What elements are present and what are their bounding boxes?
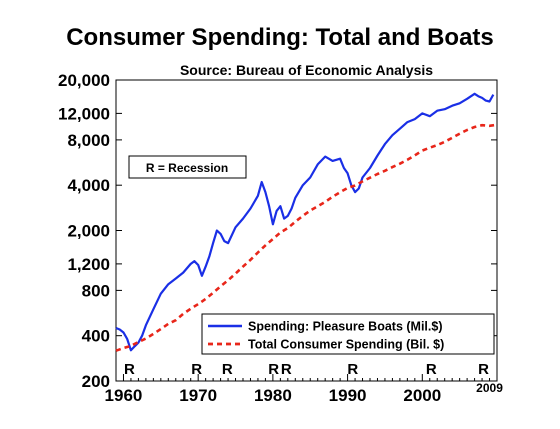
y-tick-label: 400	[82, 327, 110, 346]
y-tick-label: 8,000	[67, 131, 110, 150]
x-end-label: 2009	[476, 381, 503, 395]
recession-marker: R	[191, 361, 202, 378]
y-tick-label: 20,000	[58, 71, 110, 90]
chart-subtitle: Source: Bureau of Economic Analysis	[179, 62, 434, 78]
recession-note: R = Recession	[146, 161, 228, 175]
series-line-total	[115, 123, 496, 352]
legend-label-total: Total Consumer Spending (Bil. $)	[248, 338, 444, 352]
y-tick-label: 1,200	[67, 255, 110, 274]
y-tick-label: 12,000	[58, 104, 110, 123]
recession-marker: R	[478, 361, 489, 378]
recession-note-box	[128, 155, 247, 179]
x-tick-label: 1970	[179, 386, 217, 405]
x-tick-label: 1980	[254, 386, 292, 405]
y-tick-label: 800	[82, 281, 110, 300]
chart-title: Consumer Spending: Total and Boats	[66, 24, 494, 51]
legend-label-boats: Spending: Pleasure Boats (Mil.$)	[248, 320, 442, 334]
recession-marker: R	[124, 361, 135, 378]
y-tick-label: 4,000	[67, 176, 110, 195]
x-tick-label: 1990	[329, 386, 367, 405]
recession-marker: R	[347, 361, 358, 378]
x-tick-label: 1960	[105, 386, 143, 405]
legend-box	[201, 313, 495, 355]
series-line-boats	[115, 92, 495, 352]
y-tick-label: 200	[82, 372, 110, 391]
y-tick-label: 2,000	[67, 222, 110, 241]
recession-marker: R	[281, 361, 292, 378]
x-tick-label: 2000	[403, 386, 441, 405]
recession-marker: R	[426, 361, 437, 378]
recession-marker: R	[268, 361, 279, 378]
recession-marker: R	[222, 361, 233, 378]
